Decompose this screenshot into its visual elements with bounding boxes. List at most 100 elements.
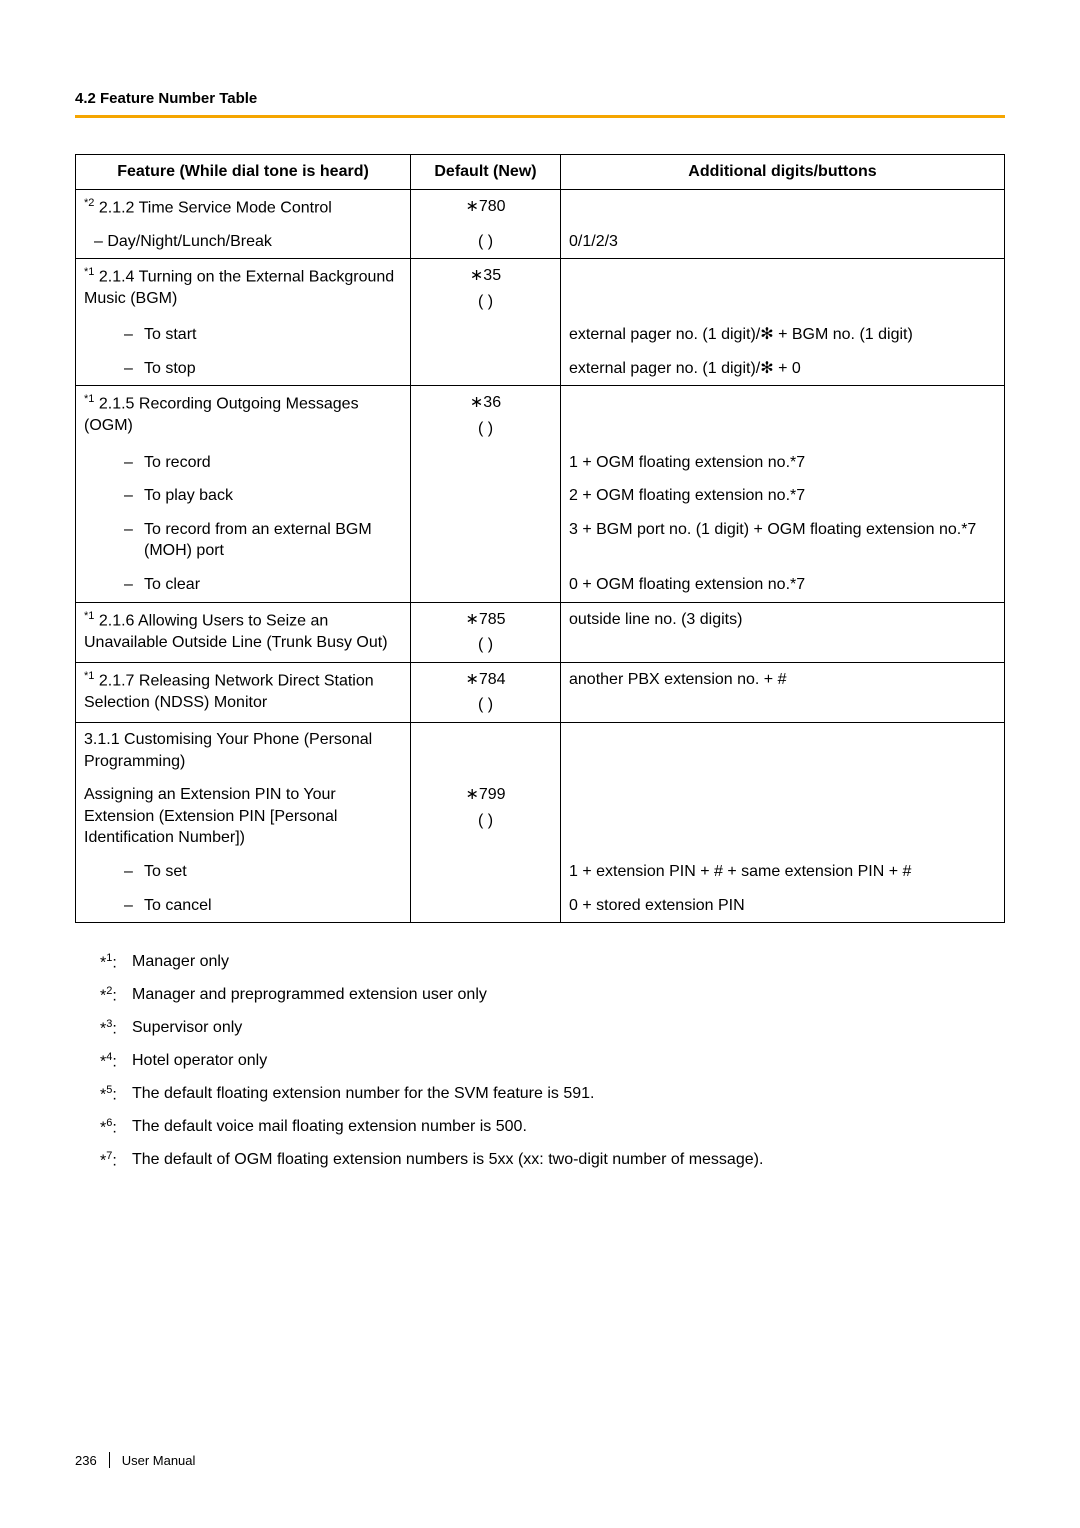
feature-sub-cell: –To start [76, 318, 411, 352]
table-row: *2 2.1.2 Time Service Mode Control 780 [76, 189, 1005, 224]
table-row: –To start external pager no. (1 digit)/✻… [76, 318, 1005, 352]
feature-sub-text: To cancel [144, 895, 212, 917]
additional-cell: 1 + extension PIN + # + same extension P… [561, 855, 1005, 889]
feature-sub-cell: –To cancel [76, 889, 411, 923]
footnotes: *1: Manager only *2: Manager and preprog… [75, 951, 1005, 1171]
table-row: *1 2.1.6 Allowing Users to Seize an Unav… [76, 602, 1005, 662]
footnote: *2: Manager and preprogrammed extension … [100, 984, 1005, 1007]
default-cell [411, 318, 561, 352]
footnote-text: The default voice mail floating extensio… [132, 1116, 527, 1139]
table-row: 3.1.1 Customising Your Phone (Personal P… [76, 723, 1005, 779]
footnote-text: Manager only [132, 951, 229, 974]
additional-cell: 2 + OGM floating extension no.*7 [561, 479, 1005, 513]
additional-cell: 3 + BGM port no. (1 digit) + OGM floatin… [561, 513, 1005, 568]
table-row: *1 2.1.4 Turning on the External Backgro… [76, 259, 1005, 319]
additional-cell: 0 + stored extension PIN [561, 889, 1005, 923]
table-row: –To record 1 + OGM floating extension no… [76, 446, 1005, 480]
footnote-marker: *3: [100, 1017, 132, 1040]
feature-sub-text: To stop [144, 358, 196, 380]
additional-cell [561, 259, 1005, 319]
default-code: 799 [479, 786, 506, 803]
feature-sub-cell: –To set [76, 855, 411, 889]
feature-sub-cell: –To record from an external BGM (MOH) po… [76, 513, 411, 568]
feature-sub-text: To set [144, 861, 187, 883]
feature-cell: *1 2.1.6 Allowing Users to Seize an Unav… [76, 602, 411, 662]
footnote-marker: *5: [100, 1083, 132, 1106]
default-cell: 780 [411, 189, 561, 224]
additional-cell [561, 778, 1005, 855]
feature-table: Feature (While dial tone is heard) Defau… [75, 154, 1005, 923]
page-number: 236 [75, 1453, 97, 1468]
default-paren: ( ) [419, 694, 552, 716]
star-icon [465, 786, 478, 803]
table-row: *1 2.1.7 Releasing Network Direct Statio… [76, 662, 1005, 722]
default-code: 36 [483, 394, 501, 411]
page-footer: 236 User Manual [75, 1452, 195, 1468]
feature-sub-cell: –To play back [76, 479, 411, 513]
footnote-ref: *1 [84, 670, 94, 682]
star-icon [470, 394, 483, 411]
doc-title: User Manual [122, 1453, 196, 1468]
feature-cell: *2 2.1.2 Time Service Mode Control [76, 189, 411, 224]
footnote-ref: *1 [84, 266, 94, 278]
page: 4.2 Feature Number Table Feature (While … [0, 0, 1080, 1528]
feature-sub-text: To record from an external BGM (MOH) por… [144, 519, 402, 562]
feature-sub-cell: – Day/Night/Lunch/Break [76, 225, 411, 259]
footnote: *7: The default of OGM floating extensio… [100, 1149, 1005, 1172]
table-row: –To cancel 0 + stored extension PIN [76, 889, 1005, 923]
footnote-ref: *1 [84, 393, 94, 405]
footnote-text: The default floating extension number fo… [132, 1083, 595, 1106]
default-cell [411, 446, 561, 480]
default-paren: ( ) [419, 634, 552, 656]
header-rule [75, 115, 1005, 118]
default-cell [411, 889, 561, 923]
default-code: 785 [479, 611, 506, 628]
table-header-row: Feature (While dial tone is heard) Defau… [76, 155, 1005, 190]
default-cell: 799 ( ) [411, 778, 561, 855]
footnote-ref: *1 [84, 610, 94, 622]
footer-divider [109, 1452, 110, 1468]
additional-cell: 0 + OGM floating extension no.*7 [561, 568, 1005, 602]
footnote-text: Supervisor only [132, 1017, 242, 1040]
feature-text: 2.1.6 Allowing Users to Seize an Unavail… [84, 612, 388, 651]
feature-cell: 3.1.1 Customising Your Phone (Personal P… [76, 723, 411, 779]
default-paren: ( ) [419, 810, 552, 832]
additional-cell: 1 + OGM floating extension no.*7 [561, 446, 1005, 480]
default-code: 35 [483, 267, 501, 284]
feature-text: 2.1.7 Releasing Network Direct Station S… [84, 672, 374, 711]
table-row: –To stop external pager no. (1 digit)/✻ … [76, 352, 1005, 386]
feature-sub-text: To clear [144, 574, 200, 596]
footnote: *4: Hotel operator only [100, 1050, 1005, 1073]
default-cell [411, 855, 561, 889]
feature-text: 2.1.5 Recording Outgoing Messages (OGM) [84, 396, 359, 435]
default-cell: 35 ( ) [411, 259, 561, 319]
default-cell: 784 ( ) [411, 662, 561, 722]
default-cell [411, 723, 561, 779]
default-cell: 36 ( ) [411, 386, 561, 446]
col-header-feature: Feature (While dial tone is heard) [76, 155, 411, 190]
footnote-marker: *4: [100, 1050, 132, 1073]
footnote-text: The default of OGM floating extension nu… [132, 1149, 763, 1172]
default-cell [411, 513, 561, 568]
footnote: *6: The default voice mail floating exte… [100, 1116, 1005, 1139]
table-row: –To play back 2 + OGM floating extension… [76, 479, 1005, 513]
col-header-additional: Additional digits/buttons [561, 155, 1005, 190]
footnote-text: Hotel operator only [132, 1050, 267, 1073]
additional-cell: external pager no. (1 digit)/✻ + BGM no.… [561, 318, 1005, 352]
feature-cell: *1 2.1.7 Releasing Network Direct Statio… [76, 662, 411, 722]
default-cell [411, 568, 561, 602]
footnote-marker: *1: [100, 951, 132, 974]
additional-cell [561, 723, 1005, 779]
star-icon [470, 267, 483, 284]
footnote-text: Manager and preprogrammed extension user… [132, 984, 487, 1007]
additional-cell: external pager no. (1 digit)/✻ + 0 [561, 352, 1005, 386]
feature-sub-text: To start [144, 324, 196, 346]
default-paren: ( ) [419, 291, 552, 313]
footnote-marker: *7: [100, 1149, 132, 1172]
footnote: *1: Manager only [100, 951, 1005, 974]
table-row: –To record from an external BGM (MOH) po… [76, 513, 1005, 568]
additional-cell: 0/1/2/3 [561, 225, 1005, 259]
col-header-default: Default (New) [411, 155, 561, 190]
feature-sub-cell: –To clear [76, 568, 411, 602]
table-row: – Day/Night/Lunch/Break ( ) 0/1/2/3 [76, 225, 1005, 259]
